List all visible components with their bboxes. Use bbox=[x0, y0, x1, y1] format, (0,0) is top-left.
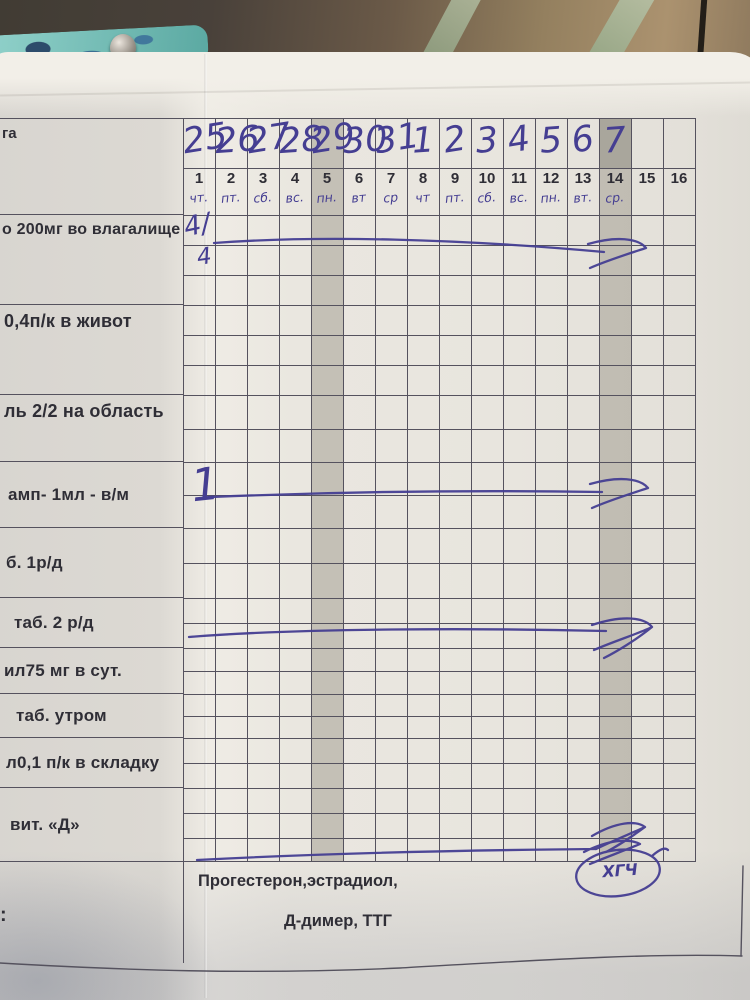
handwritten-one-mark: 1 bbox=[188, 456, 223, 513]
empty-cell bbox=[661, 116, 696, 168]
grid-band bbox=[183, 528, 696, 598]
weekday-abbr: чт bbox=[414, 189, 431, 206]
weekday-abbr: ср bbox=[382, 189, 399, 206]
daynumber-header-band bbox=[183, 168, 696, 215]
day-number: 13 bbox=[574, 170, 592, 187]
weekday-abbr: сб. bbox=[252, 189, 273, 206]
cutoff-colon: : bbox=[0, 904, 7, 926]
day-number: 1 bbox=[194, 170, 204, 187]
grid-band bbox=[183, 462, 696, 528]
day-number: 5 bbox=[322, 170, 332, 187]
grid-band bbox=[183, 215, 696, 305]
medication-label-cell: л0,1 п/к в складку bbox=[0, 738, 184, 788]
lab-tests-cell: Прогестерон,эстрадиол, Д-димер, ТТГ bbox=[183, 862, 743, 963]
weekday-abbr: сб. bbox=[476, 189, 497, 206]
day-number: 6 bbox=[354, 170, 364, 187]
grid-band bbox=[183, 305, 696, 395]
hcg-note: ХГЧ bbox=[601, 859, 639, 882]
weekday-abbr: пн. bbox=[539, 189, 562, 206]
weekday-abbr: ср. bbox=[604, 189, 625, 206]
weekday-abbr: вт bbox=[350, 189, 367, 206]
day-number: 2 bbox=[226, 170, 236, 187]
day-number: 12 bbox=[542, 170, 560, 187]
weekday-abbr: пн. bbox=[315, 189, 338, 206]
weekday-abbr: вс. bbox=[508, 189, 529, 206]
lab-tests-line2: Д-димер, ТТГ bbox=[284, 912, 393, 930]
day-number: 8 bbox=[418, 170, 428, 187]
cycle-day-numbers-row: 1 2 3 4 5 6 7 8 9 10 11 12 13 14 15 16 bbox=[183, 170, 696, 190]
grid-band bbox=[183, 694, 696, 738]
dates-header-band bbox=[183, 118, 696, 168]
weekday-abbr: вт. bbox=[572, 189, 593, 206]
medication-label-cell: о 200мг во влагалище bbox=[0, 215, 184, 305]
medication-label-cell: вит. «Д» bbox=[0, 788, 184, 862]
day-number: 10 bbox=[478, 170, 496, 187]
grid-band bbox=[183, 598, 696, 648]
corner-label: га bbox=[2, 125, 17, 142]
empty-cell bbox=[662, 189, 696, 216]
weekday-abbr: вс. bbox=[284, 189, 305, 206]
day-number: 9 bbox=[450, 170, 460, 187]
handwritten-dates-row: 25 26 27 28 29 30 31 1 2 3 4 5 6 7 bbox=[180, 116, 696, 168]
day-number: 14 bbox=[606, 170, 624, 187]
weekday-abbr: пт. bbox=[444, 189, 465, 206]
grid-band bbox=[183, 648, 696, 694]
day-number: 15 bbox=[638, 170, 656, 187]
table-corner-label-cell: га bbox=[0, 118, 184, 215]
medication-label-cell: амп- 1мл - в/м bbox=[0, 462, 184, 528]
day-number: 11 bbox=[511, 170, 527, 187]
medication-label-cell: ил75 мг в сут. bbox=[0, 648, 184, 694]
medication-label-cell: таб. 2 р/д bbox=[0, 598, 184, 648]
label-column-footer-cell: : bbox=[0, 862, 184, 963]
weekday-abbr: пт. bbox=[220, 189, 241, 206]
grid-band bbox=[183, 395, 696, 462]
medication-label-cell: б. 1р/д bbox=[0, 528, 184, 598]
medication-label-cell: ль 2/2 на область bbox=[0, 395, 184, 462]
lab-tests-line1: Прогестерон,эстрадиол, bbox=[198, 872, 398, 890]
empty-cell bbox=[630, 189, 664, 216]
grid-band bbox=[183, 788, 696, 862]
weekday-abbreviations-row: чт. пт. сб. вс. пн. вт ср чт пт. сб. вс.… bbox=[183, 189, 696, 216]
grid-band bbox=[183, 738, 696, 788]
day-number: 7 bbox=[386, 170, 396, 187]
day-number: 16 bbox=[670, 170, 688, 187]
medication-label-cell: 0,4п/к в живот bbox=[0, 305, 184, 395]
day-number: 4 bbox=[290, 170, 300, 187]
day-number: 3 bbox=[258, 170, 268, 187]
medication-label-cell: таб. утром bbox=[0, 694, 184, 738]
